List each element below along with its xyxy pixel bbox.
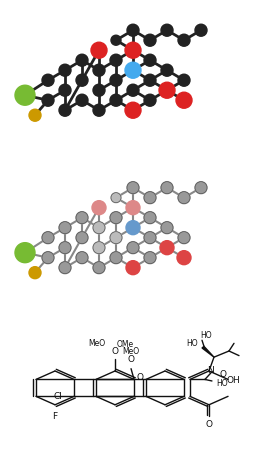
- Text: Cl: Cl: [53, 392, 62, 401]
- Circle shape: [91, 42, 107, 58]
- Circle shape: [93, 242, 105, 254]
- Circle shape: [15, 85, 35, 105]
- Circle shape: [125, 62, 141, 78]
- Circle shape: [144, 251, 156, 264]
- Circle shape: [76, 54, 88, 66]
- Circle shape: [59, 262, 71, 274]
- Circle shape: [111, 35, 121, 45]
- Text: O: O: [136, 373, 144, 383]
- Circle shape: [126, 261, 140, 274]
- Circle shape: [76, 232, 88, 243]
- Circle shape: [110, 251, 122, 264]
- Circle shape: [144, 232, 156, 243]
- Text: OMe: OMe: [117, 340, 134, 350]
- Circle shape: [110, 74, 122, 86]
- Circle shape: [176, 92, 192, 108]
- Circle shape: [76, 94, 88, 106]
- Circle shape: [59, 84, 71, 96]
- Circle shape: [76, 74, 88, 86]
- Circle shape: [125, 42, 141, 58]
- Circle shape: [93, 222, 105, 234]
- Circle shape: [93, 84, 105, 96]
- Text: O: O: [112, 346, 119, 356]
- Circle shape: [92, 201, 106, 215]
- Text: MeO: MeO: [122, 347, 140, 356]
- Circle shape: [144, 192, 156, 204]
- Circle shape: [161, 222, 173, 234]
- Circle shape: [76, 212, 88, 224]
- Circle shape: [127, 24, 139, 36]
- Circle shape: [144, 54, 156, 66]
- Circle shape: [111, 193, 121, 203]
- Circle shape: [178, 192, 190, 204]
- Circle shape: [76, 251, 88, 264]
- Circle shape: [195, 182, 207, 194]
- Text: alamy  -  EB3N91: alamy - EB3N91: [86, 447, 170, 457]
- Circle shape: [42, 94, 54, 106]
- Text: MeO: MeO: [88, 339, 105, 348]
- Circle shape: [161, 182, 173, 194]
- Text: F: F: [52, 413, 58, 422]
- Text: O: O: [127, 355, 135, 364]
- Circle shape: [178, 34, 190, 46]
- Circle shape: [144, 94, 156, 106]
- Circle shape: [29, 266, 41, 279]
- Circle shape: [59, 104, 71, 116]
- Circle shape: [42, 232, 54, 243]
- Text: HO: HO: [200, 331, 212, 340]
- Text: O: O: [220, 370, 227, 379]
- Polygon shape: [202, 346, 214, 357]
- Circle shape: [93, 104, 105, 116]
- Circle shape: [144, 212, 156, 224]
- Circle shape: [29, 109, 41, 121]
- Text: HO: HO: [186, 339, 198, 348]
- Circle shape: [59, 64, 71, 76]
- Text: O: O: [206, 420, 212, 429]
- Circle shape: [127, 242, 139, 254]
- Circle shape: [161, 64, 173, 76]
- Circle shape: [15, 243, 35, 263]
- Circle shape: [177, 251, 191, 265]
- Circle shape: [93, 64, 105, 76]
- Circle shape: [125, 102, 141, 118]
- Circle shape: [159, 82, 175, 98]
- Circle shape: [110, 212, 122, 224]
- Text: N: N: [208, 367, 214, 376]
- Circle shape: [144, 34, 156, 46]
- Circle shape: [110, 94, 122, 106]
- Circle shape: [127, 182, 139, 194]
- Circle shape: [178, 74, 190, 86]
- Circle shape: [110, 232, 122, 243]
- Circle shape: [59, 242, 71, 254]
- Circle shape: [178, 232, 190, 243]
- Circle shape: [126, 201, 140, 215]
- Circle shape: [93, 262, 105, 274]
- Circle shape: [126, 221, 140, 235]
- Circle shape: [110, 54, 122, 66]
- Text: HO: HO: [216, 379, 228, 388]
- Circle shape: [161, 24, 173, 36]
- Circle shape: [195, 24, 207, 36]
- Circle shape: [42, 251, 54, 264]
- Circle shape: [42, 74, 54, 86]
- Circle shape: [160, 241, 174, 255]
- Circle shape: [144, 74, 156, 86]
- Text: OH: OH: [227, 376, 241, 385]
- Circle shape: [59, 222, 71, 234]
- Circle shape: [127, 84, 139, 96]
